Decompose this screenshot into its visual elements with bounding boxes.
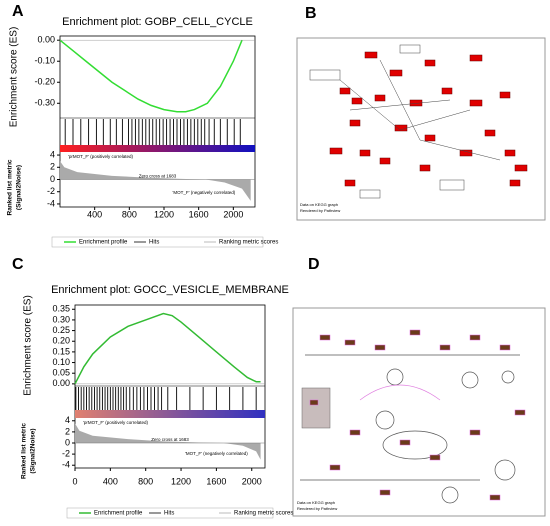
y-tick-label: 0: [50, 174, 55, 184]
legend-label: Enrichment profile: [79, 240, 128, 246]
annotation: 'MOT_F' (negatively correlated): [185, 451, 248, 456]
y-tick-label: -4: [62, 460, 70, 470]
legend-label: Ranking metric scores: [234, 511, 293, 517]
annotation: 'MOT_F' (negatively correlated): [173, 190, 236, 195]
legend-box: [66, 507, 274, 519]
legend-label: Ranking metric scores: [219, 240, 278, 246]
y-tick-label: -2: [62, 448, 70, 458]
x-tick-label: 1200: [171, 476, 191, 486]
color-bar: [60, 145, 255, 152]
y-tick-label: 0.20: [52, 336, 70, 346]
legend-label: Hits: [149, 240, 159, 246]
annotation: 'prMOT_F' (positively correlated): [68, 154, 133, 159]
y-axis-label: (Signal2Noise): [16, 165, 23, 210]
legend-label: Enrichment profile: [94, 511, 143, 517]
panel-label: A: [12, 3, 24, 20]
panel-label: C: [12, 256, 24, 273]
diagram-footer: Data on KEGG graph: [297, 500, 335, 505]
y-tick-label: 0.00: [52, 378, 70, 388]
legend-label: Hits: [164, 511, 174, 517]
plot-frame: [74, 304, 266, 469]
x-tick-label: 2000: [242, 476, 262, 486]
panel-label: D: [308, 256, 320, 273]
y-axis-label: Ranked list metric: [7, 159, 14, 215]
y-tick-label: 0: [65, 437, 70, 447]
y-tick-label: -0.10: [34, 56, 55, 66]
x-tick-label: 400: [87, 209, 102, 219]
y-tick-label: 2: [50, 162, 55, 172]
kegg-diagram: Data on KEGG graph Rendered by Pathview: [296, 37, 546, 221]
y-tick-label: 0.35: [52, 304, 70, 314]
panel-label: B: [305, 5, 317, 22]
x-tick-label: 400: [103, 476, 118, 486]
y-tick-label: -0.20: [34, 77, 55, 87]
x-tick-label: 2000: [223, 209, 243, 219]
x-tick-label: 1600: [206, 476, 226, 486]
y-tick-label: 4: [65, 415, 70, 425]
y-axis-label: Enrichment score (ES): [9, 27, 20, 128]
legend-box: [51, 236, 264, 248]
x-tick-label: 800: [122, 209, 137, 219]
y-tick-label: 2: [65, 426, 70, 436]
y-tick-label: 4: [50, 149, 55, 159]
es-curve: [74, 312, 261, 385]
y-tick-label: 0.25: [52, 325, 70, 335]
y-tick-label: -0.30: [34, 98, 55, 108]
y-tick-label: 0.15: [52, 346, 70, 356]
y-tick-label: -2: [47, 186, 55, 196]
x-tick-label: 0: [72, 476, 77, 486]
y-tick-label: 0.30: [52, 314, 70, 324]
y-axis-label: Ranked list metric: [21, 423, 28, 479]
diagram-footer: Rendered by Pathview: [300, 208, 340, 213]
diagram-footer: Rendered by Pathview: [297, 506, 337, 511]
annotation: Zero cross at 1683: [151, 437, 189, 442]
y-axis-label: Enrichment score (ES): [23, 295, 34, 396]
y-tick-label: -4: [47, 198, 55, 208]
annotation: 'prMOT_F' (positively correlated): [83, 420, 148, 425]
y-tick-label: 0.05: [52, 368, 70, 378]
x-tick-label: 800: [138, 476, 153, 486]
y-axis-label: (Signal2Noise): [30, 428, 37, 473]
x-tick-label: 1600: [189, 209, 209, 219]
y-tick-label: 0.00: [37, 35, 55, 45]
y-tick-label: 0.10: [52, 357, 70, 367]
x-tick-label: 1200: [154, 209, 174, 219]
es-curve: [59, 39, 243, 113]
kegg-diagram: Data on KEGG graph Rendered by Pathview: [292, 307, 546, 517]
annotation: Zero cross at 1683: [139, 174, 177, 179]
metric-area: [75, 423, 261, 460]
color-bar: [75, 410, 265, 418]
chart-title: Enrichment plot: GOCC_VESICLE_MEMBRANE: [51, 284, 289, 296]
plot-frame: [59, 35, 256, 208]
diagram-footer: Data on KEGG graph: [300, 202, 338, 207]
chart-title: Enrichment plot: GOBP_CELL_CYCLE: [62, 16, 253, 28]
